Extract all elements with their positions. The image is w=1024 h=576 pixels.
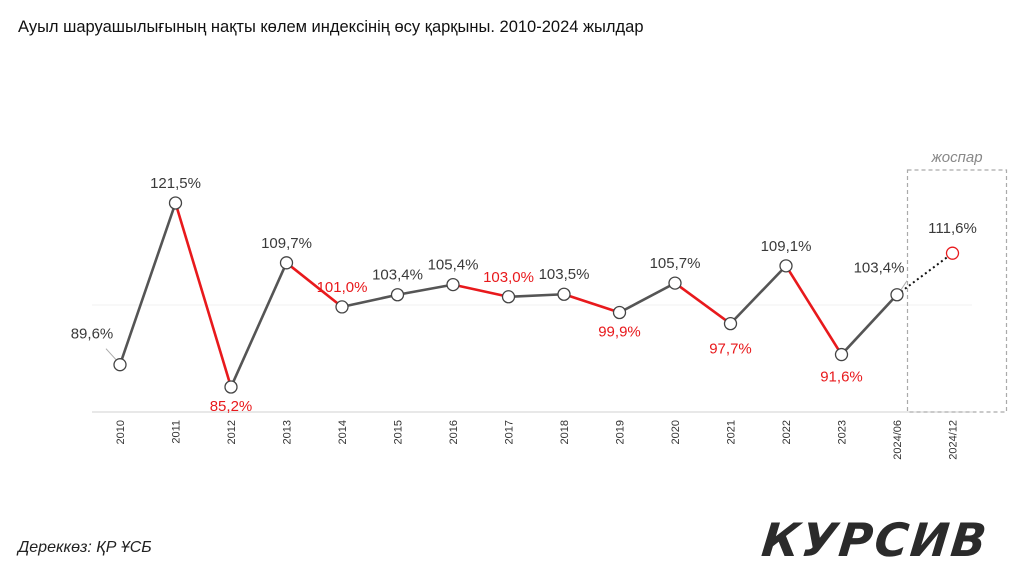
x-tick-2024/06: 2024/06 <box>892 420 904 460</box>
series-segment-2024/06 <box>840 293 898 356</box>
x-tick-2012: 2012 <box>226 420 238 444</box>
x-tick-2019: 2019 <box>615 420 627 444</box>
data-point-2021 <box>723 316 738 331</box>
data-point-2015 <box>390 288 405 302</box>
data-point-2016 <box>446 277 460 292</box>
series-segment-2024/12 <box>896 252 954 296</box>
data-point-2024/12 <box>945 246 960 260</box>
x-tick-2013: 2013 <box>282 420 294 444</box>
data-label-2010: 89,6% <box>71 326 114 343</box>
x-tick-2015: 2015 <box>393 420 405 444</box>
x-tick-2024/12: 2024/12 <box>948 420 960 460</box>
x-tick-2011: 2011 <box>171 420 183 444</box>
data-label-2015: 103,4% <box>372 267 423 284</box>
label-leader-2010 <box>105 348 117 361</box>
data-point-2011 <box>168 196 183 210</box>
data-point-2020 <box>668 276 682 290</box>
x-tick-2010: 2010 <box>115 420 127 444</box>
x-tick-2021: 2021 <box>726 420 738 444</box>
data-point-2022 <box>779 259 793 273</box>
data-point-2024/06 <box>890 288 904 302</box>
data-label-2018: 103,5% <box>539 266 590 283</box>
label-leader-2024-06 <box>900 280 908 291</box>
plan-box <box>906 169 1008 413</box>
series-segment-2020 <box>618 281 676 314</box>
x-tick-2022: 2022 <box>781 420 793 444</box>
data-label-2016: 105,4% <box>428 257 479 274</box>
series-segment-2012 <box>174 202 233 388</box>
series-segment-2021 <box>674 282 732 325</box>
data-point-2017 <box>501 290 516 304</box>
data-label-2024/12: 111,6% <box>928 220 977 237</box>
series-segment-2014 <box>285 261 343 308</box>
data-point-2012 <box>224 380 238 394</box>
chart-title: Ауыл шаруашылығының нақты көлем индексін… <box>18 18 644 36</box>
data-label-2022: 109,1% <box>761 238 812 255</box>
data-point-2023 <box>834 347 849 362</box>
series-segment-2017 <box>452 283 509 299</box>
series-segment-2023 <box>784 265 843 356</box>
data-label-2014: 101,0% <box>317 279 368 296</box>
series-segment-2016 <box>397 283 454 297</box>
x-tick-2020: 2020 <box>670 420 682 444</box>
data-label-2011: 121,5% <box>150 175 201 192</box>
data-label-2020: 105,7% <box>650 255 701 272</box>
data-label-2021: 97,7% <box>709 341 752 358</box>
data-point-2018 <box>557 287 571 301</box>
source-note: Дереккөз: ҚР ҰСБ <box>18 539 152 556</box>
x-tick-2018: 2018 <box>559 420 571 444</box>
x-tick-2023: 2023 <box>837 420 849 444</box>
data-label-2017: 103,0% <box>483 269 534 286</box>
data-label-2024/06: 103,4% <box>854 260 905 277</box>
data-label-2012: 85,2% <box>210 398 253 415</box>
brand-logo: КУРСИВ <box>759 513 991 567</box>
data-label-2019: 99,9% <box>598 323 641 340</box>
data-point-2013 <box>279 256 294 270</box>
series-segment-2011 <box>118 202 177 366</box>
series-segment-2018 <box>508 292 565 299</box>
series-segment-2019 <box>563 293 620 314</box>
x-tick-2014: 2014 <box>337 420 349 444</box>
plan-label: жоспар <box>930 149 982 166</box>
data-label-2013: 109,7% <box>261 235 312 252</box>
x-tick-2016: 2016 <box>448 420 460 444</box>
data-point-2010 <box>113 358 127 372</box>
data-point-2014 <box>335 300 349 314</box>
data-label-2023: 91,6% <box>820 369 863 386</box>
series-segment-2015 <box>341 293 398 309</box>
data-point-2019 <box>612 305 627 320</box>
series-segment-2022 <box>729 264 787 325</box>
x-tick-2017: 2017 <box>504 420 516 444</box>
series-segment-2013 <box>229 262 288 388</box>
